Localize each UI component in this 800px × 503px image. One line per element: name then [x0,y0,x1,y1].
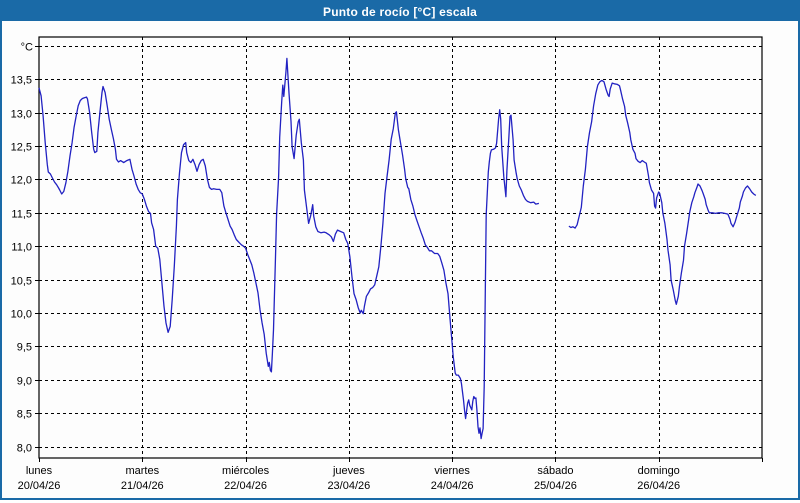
y-tick-label: 11,0 [11,242,32,254]
dew-point-line-chart: 13,5 13,0 12,5 12,0 11,5 11,0 10,5 10,0 9,5 9,0 8,… [11,36,763,493]
axis-labels: 13,5 13,0 12,5 12,0 11,5 11,0 10,5 10,0 9,5 9,0 8,… [11,42,681,493]
y-tick-label: 9,0 [17,376,32,388]
x-day-label: jueves [332,465,365,477]
y-tick-label: 13,0 [11,109,32,121]
y-tick-label: 8,5 [17,409,32,421]
axis-ticks [35,46,763,462]
x-date-label: 21/04/26 [121,480,164,492]
x-date-label: 25/04/26 [534,480,577,492]
x-day-label: sábado [537,465,573,477]
series-line-segment [568,79,757,305]
chart-title-bar: Punto de rocío [°C] escala [2,2,798,21]
chart-area: 13,5 13,0 12,5 12,0 11,5 11,0 10,5 10,0 9,5 9,0 8,… [2,21,798,498]
y-axis-unit-label: °C [21,42,33,54]
x-date-label: 20/04/26 [18,480,61,492]
x-day-label: miércoles [222,465,270,477]
x-date-label: 23/04/26 [327,480,370,492]
y-tick-label: 10,5 [11,276,32,288]
x-day-label: martes [125,465,159,477]
y-tick-label: 11,5 [11,209,32,221]
chart-title: Punto de rocío [°C] escala [322,4,478,19]
x-day-label: viernes [434,465,470,477]
x-day-label: domingo [638,465,680,477]
series-Punto de rocío [°C] [38,57,757,440]
gridlines [39,37,762,458]
y-tick-label: 8,0 [17,443,32,455]
y-tick-label: 12,0 [11,175,32,187]
x-date-label: 26/04/26 [637,480,680,492]
y-tick-label: 13,5 [11,75,32,87]
y-tick-label: 10,0 [11,309,32,321]
x-day-label: lunes [26,465,53,477]
series-line-segment [38,57,540,440]
y-tick-label: 9,5 [17,342,32,354]
plot-frame [38,36,763,459]
x-date-label: 24/04/26 [431,480,474,492]
x-date-label: 22/04/26 [224,480,267,492]
y-tick-label: 12,5 [11,142,32,154]
